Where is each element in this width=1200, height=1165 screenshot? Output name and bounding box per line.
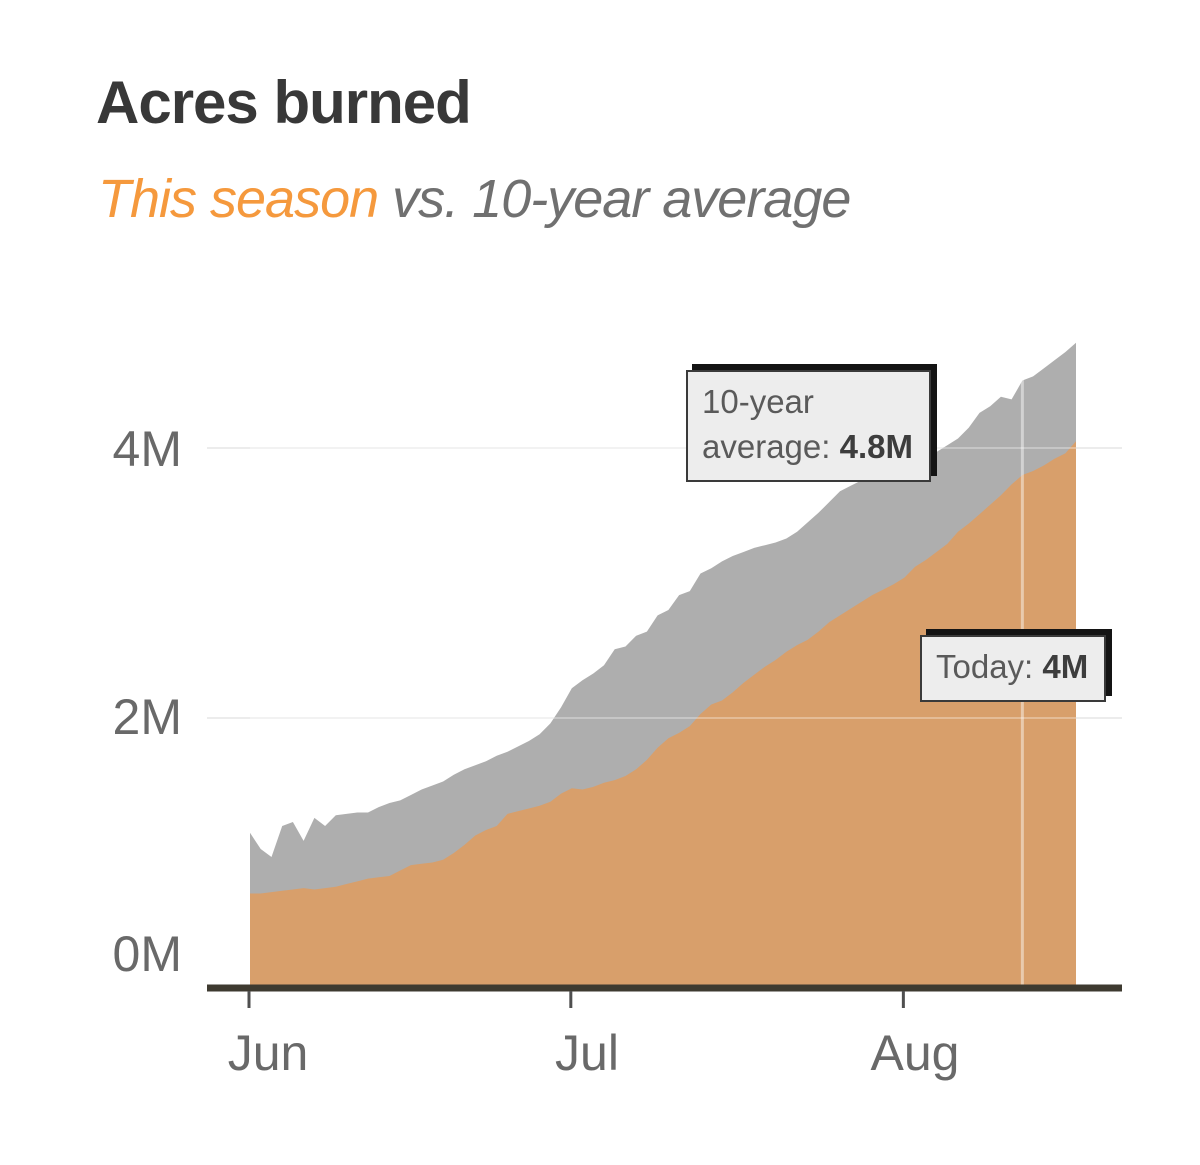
average-tooltip-value: 4.8M [839,427,913,465]
today-tooltip-value: 4M [1042,648,1089,685]
y-axis-label-4m: 4M [112,420,182,477]
season-area [250,441,1076,988]
y-axis-label-0m: 0M [112,925,182,982]
chart-subtitle: This season vs. 10-year average [98,168,851,230]
today-tooltip-label: Today: [936,648,1043,685]
subtitle-vs-average: vs. 10-year average [378,169,851,229]
average-tooltip-line2: average: [702,427,840,465]
average-tooltip: 10-year average: 4.8M [686,370,931,482]
x-axis-label-jul: Jul [555,1025,619,1081]
page-title: Acres burned [96,69,472,136]
x-axis-label-jun: Jun [227,1025,309,1081]
subtitle-this-season: This season [98,169,379,229]
y-axis-label-2m: 2M [112,688,182,745]
average-tooltip-line1: 10-year [702,383,814,420]
today-tooltip: Today: 4M [920,635,1107,702]
x-axis-label-aug: Aug [870,1025,960,1081]
